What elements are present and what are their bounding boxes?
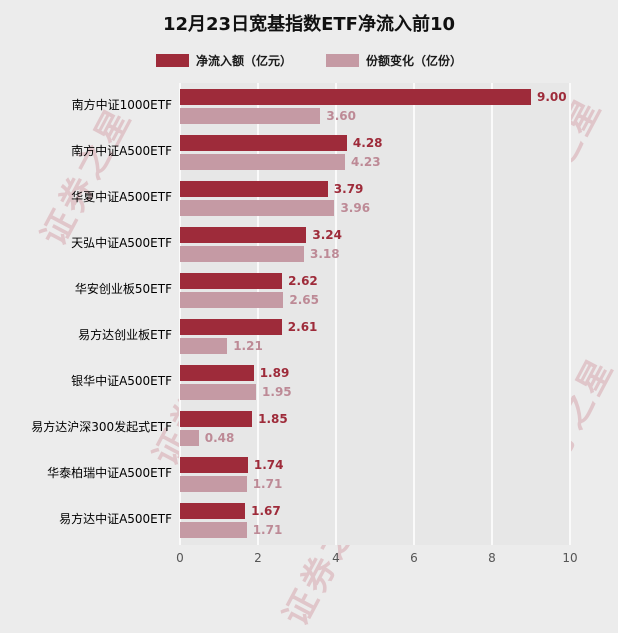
bar-group: 南方中证A500ETF 4.28 4.23 <box>0 129 570 175</box>
bar-pair: 1.74 1.71 <box>180 456 570 492</box>
category-label: 易方达沪深300发起式ETF <box>31 420 172 435</box>
category-label: 南方中证1000ETF <box>71 98 172 113</box>
net-inflow-swatch-icon <box>155 54 189 67</box>
value-label: 1.71 <box>252 476 283 491</box>
chart-area: 南方中证1000ETF 9.00 3.60 南方中证A500ETF 4.28 4.23 华夏… <box>0 83 618 571</box>
share-change-bar[interactable] <box>180 521 247 538</box>
share-change-bar[interactable] <box>180 153 345 170</box>
value-label: 2.62 <box>288 273 318 288</box>
net-inflow-bar[interactable] <box>180 134 347 151</box>
net-inflow-bar[interactable] <box>180 410 253 427</box>
value-label: 1.67 <box>251 503 281 518</box>
x-axis-tick: 0 <box>176 551 184 565</box>
x-axis-tick: 8 <box>488 551 496 565</box>
net-inflow-bar[interactable] <box>180 456 248 473</box>
x-axis-tick: 2 <box>254 551 262 565</box>
bar-group: 天弘中证A500ETF 3.24 3.18 <box>0 221 570 267</box>
net-inflow-bar[interactable] <box>180 272 283 289</box>
value-label: 1.71 <box>252 522 283 537</box>
bar-group: 华泰柏瑞中证A500ETF 1.74 1.71 <box>0 451 570 497</box>
value-label: 2.65 <box>289 292 319 307</box>
value-label: 1.21 <box>233 338 263 353</box>
x-axis-tick: 6 <box>410 551 418 565</box>
value-label: 2.61 <box>287 319 318 334</box>
bar-pair: 1.85 0.48 <box>180 410 570 446</box>
value-label: 9.00 <box>537 89 567 104</box>
share-change-bar[interactable] <box>180 291 284 308</box>
chart-title: 12月23日宽基指数ETF净流入前10 <box>162 14 455 35</box>
share-change-bar[interactable] <box>180 245 305 262</box>
bar-pair: 9.00 3.60 <box>180 88 570 124</box>
share-change-bar[interactable] <box>180 383 257 400</box>
category-label: 华泰柏瑞中证A500ETF <box>47 466 172 481</box>
share-change-bar[interactable] <box>180 475 247 492</box>
value-label: 3.79 <box>333 181 364 196</box>
value-label: 1.89 <box>259 365 290 380</box>
category-label: 天弘中证A500ETF <box>71 236 172 251</box>
value-label: 3.60 <box>326 108 356 123</box>
gridline <box>335 83 337 545</box>
share-change-bar[interactable] <box>180 337 228 354</box>
gridline <box>491 83 493 545</box>
share-change-bar[interactable] <box>180 429 199 446</box>
value-label: 3.24 <box>312 227 342 242</box>
value-label: 4.23 <box>350 154 381 169</box>
bar-pair: 2.62 2.65 <box>180 272 570 308</box>
gridline <box>569 83 571 545</box>
share-change-bar[interactable] <box>180 199 335 216</box>
category-label: 华安创业板50ETF <box>74 282 172 297</box>
legend-item-net-inflow[interactable]: 净流入额（亿元） <box>155 52 292 69</box>
x-axis: 0 2 4 6 8 10 <box>176 549 577 571</box>
bar-group: 南方中证1000ETF 9.00 3.60 <box>0 83 570 129</box>
category-label: 易方达中证A500ETF <box>59 512 172 527</box>
net-inflow-bar[interactable] <box>180 88 531 105</box>
bar-group: 易方达沪深300发起式ETF 1.85 0.48 <box>0 405 570 451</box>
bar-pair: 2.61 1.21 <box>180 318 570 354</box>
gridline <box>257 83 259 545</box>
bar-pair: 3.24 3.18 <box>180 226 570 262</box>
gridline <box>413 83 415 545</box>
bar-pair: 4.28 4.23 <box>180 134 570 170</box>
legend-label: 净流入额（亿元） <box>195 54 292 68</box>
value-label: 4.28 <box>352 135 383 150</box>
bar-group: 易方达中证A500ETF 1.67 1.71 <box>0 497 570 543</box>
bar-group: 华夏中证A500ETF 3.79 3.96 <box>0 175 570 221</box>
bar-pair: 3.79 3.96 <box>180 180 570 216</box>
legend-label: 份额变化（亿份） <box>366 54 463 68</box>
category-label: 华夏中证A500ETF <box>71 190 172 205</box>
category-label: 南方中证A500ETF <box>71 144 172 159</box>
value-label: 3.96 <box>340 200 371 215</box>
net-inflow-bar[interactable] <box>180 364 254 381</box>
x-axis-tick: 4 <box>332 551 340 565</box>
value-label: 0.48 <box>204 430 235 445</box>
net-inflow-bar[interactable] <box>180 502 246 519</box>
legend-item-share-change[interactable]: 份额变化（亿份） <box>326 52 462 69</box>
bar-group: 易方达创业板ETF 2.61 1.21 <box>0 313 570 359</box>
bar-pair: 1.67 1.71 <box>180 502 570 538</box>
net-inflow-bar[interactable] <box>180 180 328 197</box>
net-inflow-bar[interactable] <box>180 226 307 243</box>
bar-pair: 1.89 1.95 <box>180 364 570 400</box>
bar-group: 银华中证A500ETF 1.89 1.95 <box>0 359 570 405</box>
value-label: 1.74 <box>253 457 284 472</box>
bar-rows: 南方中证1000ETF 9.00 3.60 南方中证A500ETF 4.28 4.23 华夏… <box>0 83 618 543</box>
gridline <box>179 83 181 545</box>
share-change-bar[interactable] <box>180 107 321 124</box>
value-label: 1.85 <box>258 411 288 426</box>
net-inflow-bar[interactable] <box>180 318 282 335</box>
value-label: 3.18 <box>310 246 340 261</box>
category-label: 易方达创业板ETF <box>78 328 172 343</box>
bar-group: 华安创业板50ETF 2.62 2.65 <box>0 267 570 313</box>
value-label: 1.95 <box>262 384 292 399</box>
share-change-swatch-icon <box>326 54 359 67</box>
category-label: 银华中证A500ETF <box>71 374 172 389</box>
legend: 净流入额（亿元） 份额变化（亿份） <box>0 52 618 69</box>
x-axis-tick: 10 <box>562 551 578 565</box>
